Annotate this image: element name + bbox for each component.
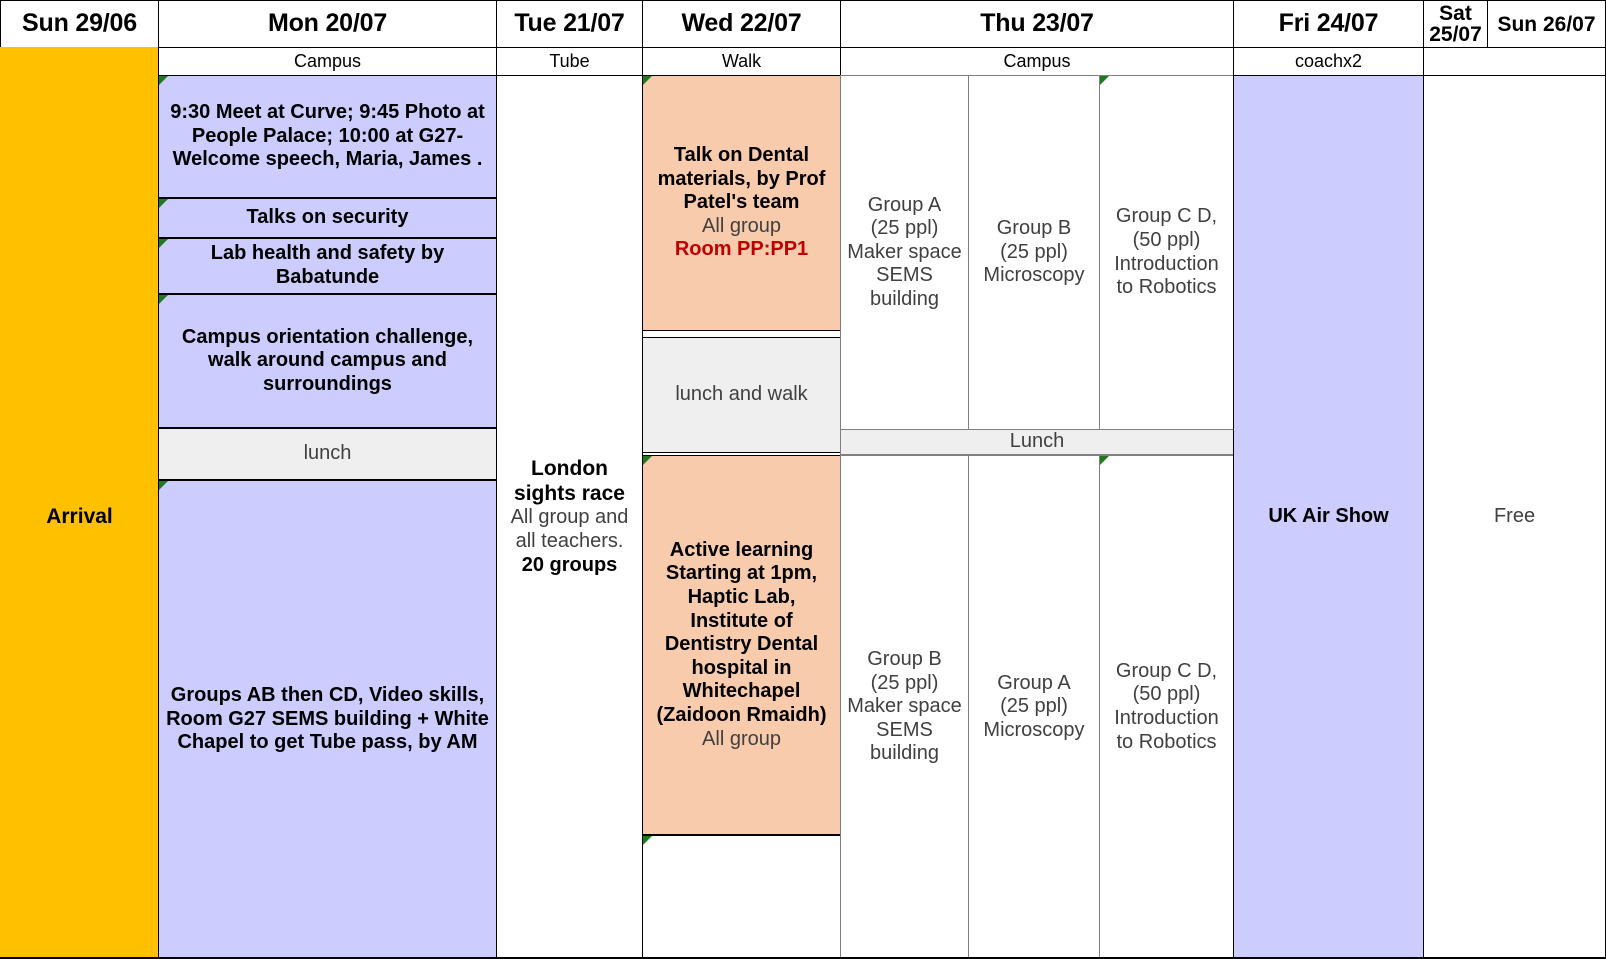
cell-text: London sights race All group and all tea…	[501, 457, 638, 577]
cell-mon-0900-welcome: 9:30 Meet at Curve; 9:45 Photo at People…	[158, 75, 497, 198]
header-day-sat-2507: Sat 25/07	[1423, 0, 1488, 48]
header-day-label: Wed 22/07	[681, 9, 802, 38]
location-cell-tue: Tube	[496, 47, 643, 76]
cell-text: 9:30 Meet at Curve; 9:45 Photo at People…	[170, 101, 485, 171]
location-label: Campus	[1003, 50, 1071, 71]
location-label: Walk	[721, 50, 762, 71]
cell-text: Group B (25 ppl) Maker space SEMS buildi…	[847, 648, 962, 765]
cell-thu-pm-group-b: Group B (25 ppl) Maker space SEMS buildi…	[840, 455, 969, 959]
comment-marker-icon	[1100, 76, 1109, 85]
cell-text: Talks on security	[246, 206, 409, 229]
cell-text: Talk on Dental materials, by Prof Patel'…	[647, 144, 836, 262]
header-day-sun-2607: Sun 26/07	[1487, 0, 1606, 48]
wed-pm-detail: All group	[702, 727, 781, 750]
cell-arrival: Arrival	[0, 75, 159, 959]
cell-text: UK Air Show	[1268, 505, 1389, 528]
cell-text: Group A (25 ppl) Microscopy	[983, 671, 1085, 741]
cell-wed-empty	[642, 835, 841, 959]
header-day-wed-2207: Wed 22/07	[642, 0, 841, 48]
cell-text: Group A (25 ppl) Maker space SEMS buildi…	[847, 193, 962, 310]
header-day-tue-2107: Tue 21/07	[496, 0, 643, 48]
cell-mon-lab-health-safety: Lab health and safety by Babatunde	[158, 238, 497, 294]
cell-wed-lunch-walk: lunch and walk	[642, 337, 841, 453]
cell-mon-campus-orientation: Campus orientation challenge, walk aroun…	[158, 294, 497, 428]
cell-text: Group C D, (50 ppl) Introduction to Robo…	[1114, 659, 1219, 753]
location-cell-weekend	[1423, 47, 1606, 76]
tue-footer: 20 groups	[521, 553, 618, 576]
comment-marker-icon	[643, 836, 652, 845]
cell-thu-am-group-b: Group B (25 ppl) Microscopy	[968, 75, 1100, 430]
location-cell-wed: Walk	[642, 47, 841, 76]
cell-weekend-free: Free	[1423, 75, 1606, 959]
comment-marker-icon	[643, 456, 652, 465]
header-day-label: Mon 20/07	[267, 9, 388, 38]
comment-marker-icon	[159, 481, 168, 490]
header-day-fri-2407: Fri 24/07	[1233, 0, 1424, 48]
comment-marker-icon	[1100, 456, 1109, 465]
comment-marker-icon	[159, 76, 168, 85]
cell-text: Campus orientation challenge, walk aroun…	[181, 325, 474, 395]
cell-wed-dental-talk: Talk on Dental materials, by Prof Patel'…	[642, 75, 841, 331]
wed-am-room: Room PP:PP1	[674, 238, 809, 261]
location-label: coachx2	[1294, 50, 1363, 71]
header-day-label: Tue 21/07	[514, 9, 625, 38]
cell-fri-uk-air-show: UK Air Show	[1233, 75, 1424, 959]
wed-pm-title: Active learning Starting at 1pm, Haptic …	[656, 538, 827, 726]
wed-am-title: Talk on Dental materials, by Prof Patel'…	[657, 144, 826, 214]
cell-text: Group C D, (50 ppl) Introduction to Robo…	[1114, 205, 1219, 299]
cell-text: Free	[1493, 505, 1536, 528]
grid-bottom-border	[0, 957, 1606, 959]
cell-thu-lunch: Lunch	[840, 429, 1234, 455]
header-day-mon-2007: Mon 20/07	[158, 0, 497, 48]
header-day-label: Fri 24/07	[1278, 9, 1379, 38]
cell-text: Active learning Starting at 1pm, Haptic …	[647, 539, 836, 751]
tue-title: London sights race	[514, 456, 625, 505]
cell-wed-active-learning: Active learning Starting at 1pm, Haptic …	[642, 455, 841, 835]
location-cell-mon: Campus	[158, 47, 497, 76]
location-label: Tube	[549, 50, 590, 71]
location-label: Campus	[293, 50, 362, 71]
cell-thu-pm-group-cd: Group C D, (50 ppl) Introduction to Robo…	[1099, 455, 1234, 959]
location-cell-thu: Campus	[840, 47, 1234, 76]
header-day-label: Sat 25/07	[1429, 2, 1482, 46]
cell-thu-pm-group-a: Group A (25 ppl) Microscopy	[968, 455, 1100, 959]
location-cell-fri: coachx2	[1233, 47, 1424, 76]
header-day-label: Thu 23/07	[980, 9, 1094, 38]
cell-tue-london-sights-race: London sights race All group and all tea…	[496, 75, 643, 959]
cell-text: lunch	[303, 442, 352, 465]
tue-detail: All group and all teachers.	[510, 506, 629, 552]
location-cell-sun-2906	[0, 47, 159, 76]
header-day-label: Sun 29/06	[22, 9, 137, 38]
header-day-label: Sun 26/07	[1497, 12, 1596, 36]
wed-am-detail: All group	[702, 214, 781, 237]
header-day-thu-2307: Thu 23/07	[840, 0, 1234, 48]
cell-text: Lab health and safety by Babatunde	[210, 242, 445, 288]
cell-mon-lunch: lunch	[158, 428, 497, 480]
cell-mon-video-skills: Groups AB then CD, Video skills, Room G2…	[158, 480, 497, 959]
cell-text: Groups AB then CD, Video skills, Room G2…	[166, 684, 489, 754]
cell-mon-talks-security: Talks on security	[158, 198, 497, 238]
arrival-label: Arrival	[46, 504, 113, 528]
cell-thu-am-group-a: Group A (25 ppl) Maker space SEMS buildi…	[840, 75, 969, 430]
cell-text: lunch and walk	[675, 383, 808, 406]
comment-marker-icon	[643, 76, 652, 85]
header-day-sun-2906: Sun 29/06	[0, 0, 159, 48]
cell-text: Group B (25 ppl) Microscopy	[983, 217, 1085, 287]
comment-marker-icon	[159, 295, 168, 304]
cell-text: Lunch	[1009, 430, 1065, 453]
cell-thu-am-group-cd: Group C D, (50 ppl) Introduction to Robo…	[1099, 75, 1234, 430]
